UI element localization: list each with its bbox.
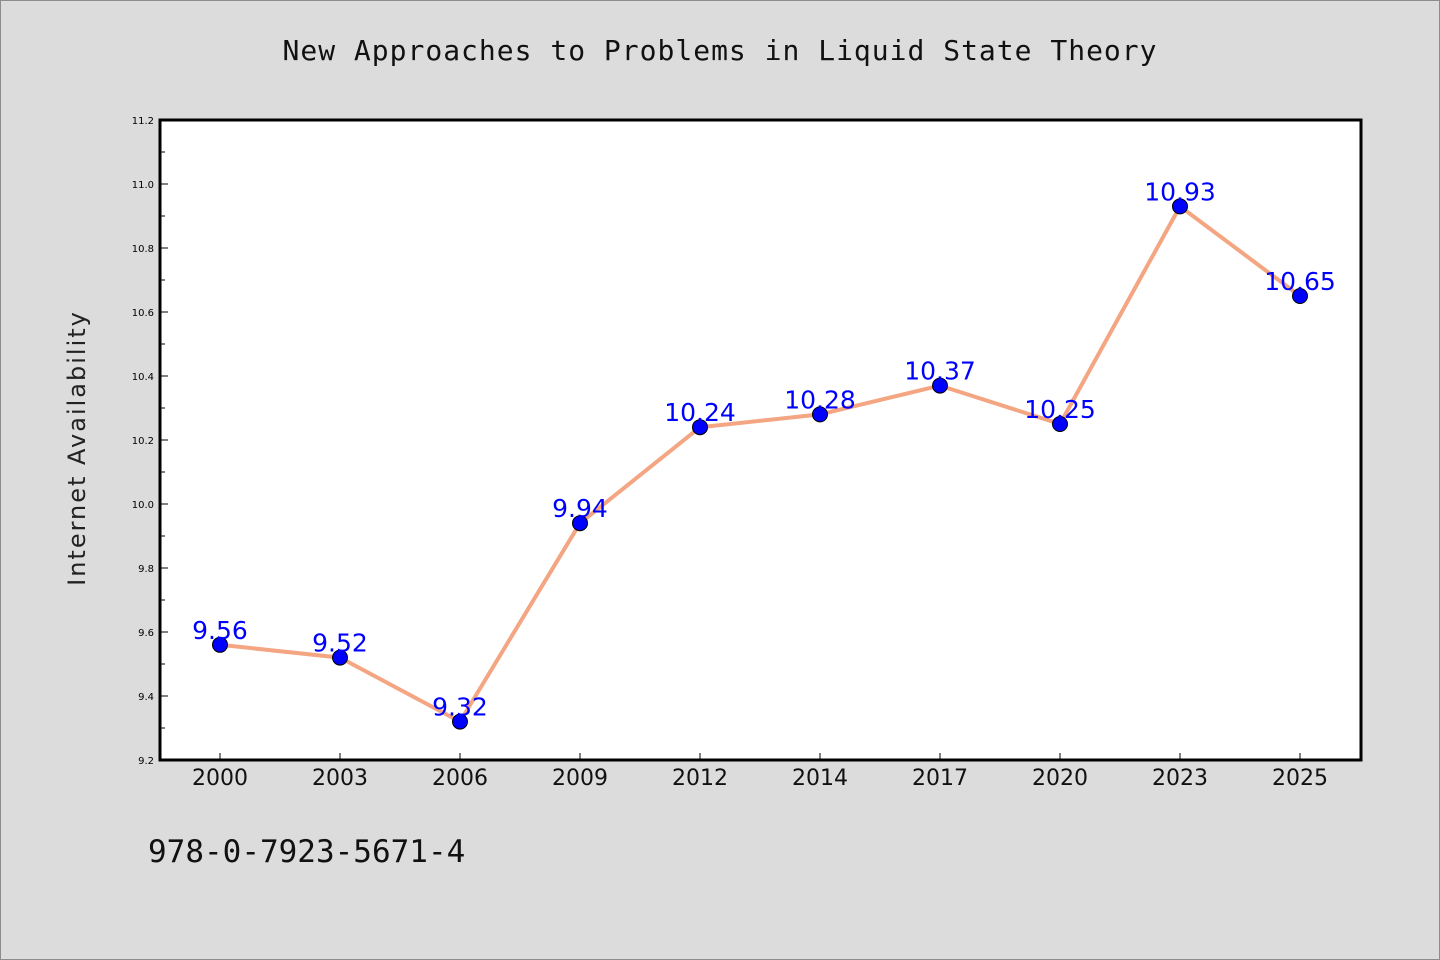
x-tick-label: 2023 xyxy=(1152,766,1208,791)
y-tick-label: 10.0 xyxy=(132,500,154,511)
data-label: 10.93 xyxy=(1144,177,1216,206)
y-tick-label: 9.2 xyxy=(138,756,154,767)
data-label: 9.52 xyxy=(312,629,368,658)
y-axis-label: Internet Availability xyxy=(63,310,91,586)
data-label: 9.94 xyxy=(552,494,608,523)
x-tick-label: 2009 xyxy=(552,766,608,791)
y-tick-label: 10.2 xyxy=(132,436,154,447)
data-label: 10.65 xyxy=(1264,267,1336,296)
data-point xyxy=(332,649,348,666)
data-point xyxy=(1292,288,1308,304)
x-tick-label: 2012 xyxy=(672,766,728,791)
x-tick-label: 2003 xyxy=(312,766,368,791)
isbn-text: 978-0-7923-5671-4 xyxy=(148,834,466,870)
x-tick-label: 2014 xyxy=(792,766,848,791)
data-labels: 9.56 9.52 9.32 9.94 10.24 10.28 10.37 10.25 10.9… xyxy=(192,177,1336,721)
x-axis: 2000 2003 2006 2009 2012 2014 2017 2020 2023 2025 xyxy=(192,753,1328,791)
x-tick-label: 2006 xyxy=(432,766,488,791)
data-point xyxy=(812,406,828,423)
y-tick-label: 10.4 xyxy=(132,372,154,383)
data-point xyxy=(1052,416,1068,432)
plot-area xyxy=(158,118,1363,762)
data-label: 10.24 xyxy=(664,398,736,427)
data-point xyxy=(452,713,468,730)
series-group xyxy=(212,198,1308,730)
y-tick-label: 10.8 xyxy=(132,244,154,255)
x-tick-label: 2017 xyxy=(912,766,968,791)
data-label: 9.32 xyxy=(432,693,488,722)
data-point xyxy=(1172,198,1188,215)
data-point xyxy=(572,515,588,532)
data-label: 9.56 xyxy=(192,616,248,645)
data-label: 10.25 xyxy=(1024,395,1096,424)
data-label: 10.37 xyxy=(904,357,976,386)
x-tick-label: 2025 xyxy=(1272,766,1328,791)
y-tick-label: 11.2 xyxy=(132,116,154,127)
y-tick-label: 9.6 xyxy=(138,628,154,639)
y-tick-label: 9.8 xyxy=(138,564,154,575)
y-axis: 9.2 9.4 9.6 9.8 10.0 10.2 10.4 10.6 10.8 11.0 11.2 xyxy=(132,116,168,767)
x-tick-label: 2020 xyxy=(1032,766,1088,791)
series-line xyxy=(218,204,1302,724)
data-point xyxy=(932,377,948,394)
data-point xyxy=(692,419,708,436)
y-tick-label: 11.0 xyxy=(132,180,154,191)
data-label: 10.28 xyxy=(784,385,856,414)
y-tick-label: 9.4 xyxy=(138,692,154,703)
y-tick-label: 10.6 xyxy=(132,308,154,319)
chart-title: New Approaches to Problems in Liquid Sta… xyxy=(282,34,1158,67)
x-tick-label: 2000 xyxy=(192,766,248,791)
data-point xyxy=(212,636,228,653)
